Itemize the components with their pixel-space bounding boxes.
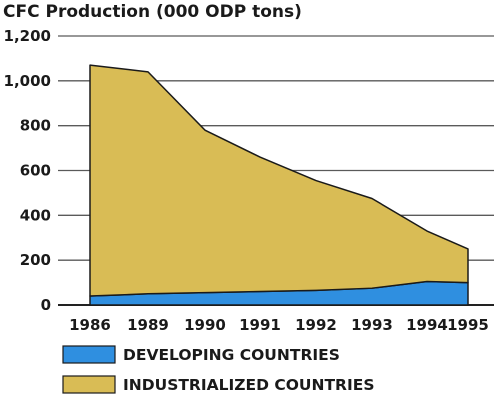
x-axis-ticks: 1986 1989 1990 1991 1992 1993 1994 1995 bbox=[69, 316, 489, 334]
legend-swatch bbox=[62, 345, 116, 364]
legend-label: INDUSTRIALIZED COUNTRIES bbox=[123, 376, 375, 394]
y-tick-label: 200 bbox=[20, 251, 51, 269]
y-tick-label: 1,000 bbox=[4, 72, 51, 90]
y-tick-label: 0 bbox=[41, 296, 51, 314]
x-tick-label: 1986 bbox=[69, 316, 111, 334]
x-tick-label: 1993 bbox=[351, 316, 393, 334]
y-axis-ticks: 0 200 400 600 800 1,000 1,200 bbox=[4, 27, 51, 314]
legend-label: DEVELOPING COUNTRIES bbox=[123, 346, 340, 364]
x-tick-label: 1989 bbox=[127, 316, 169, 334]
area-series bbox=[89, 64, 469, 306]
x-tick-label: 1991 bbox=[239, 316, 281, 334]
chart-title: CFC Production (000 ODP tons) bbox=[3, 2, 302, 22]
legend-swatch bbox=[62, 375, 116, 394]
y-tick-label: 600 bbox=[20, 162, 51, 180]
y-tick-label: 800 bbox=[20, 117, 51, 135]
x-tick-label: 1994 bbox=[406, 316, 448, 334]
x-tick-label: 1990 bbox=[184, 316, 226, 334]
series-area bbox=[89, 64, 469, 297]
legend: DEVELOPING COUNTRIES INDUSTRIALIZED COUNT… bbox=[62, 345, 375, 394]
x-tick-label: 1992 bbox=[295, 316, 337, 334]
y-tick-label: 1,200 bbox=[4, 27, 51, 45]
y-tick-label: 400 bbox=[20, 206, 51, 224]
x-tick-label: 1995 bbox=[447, 316, 489, 334]
